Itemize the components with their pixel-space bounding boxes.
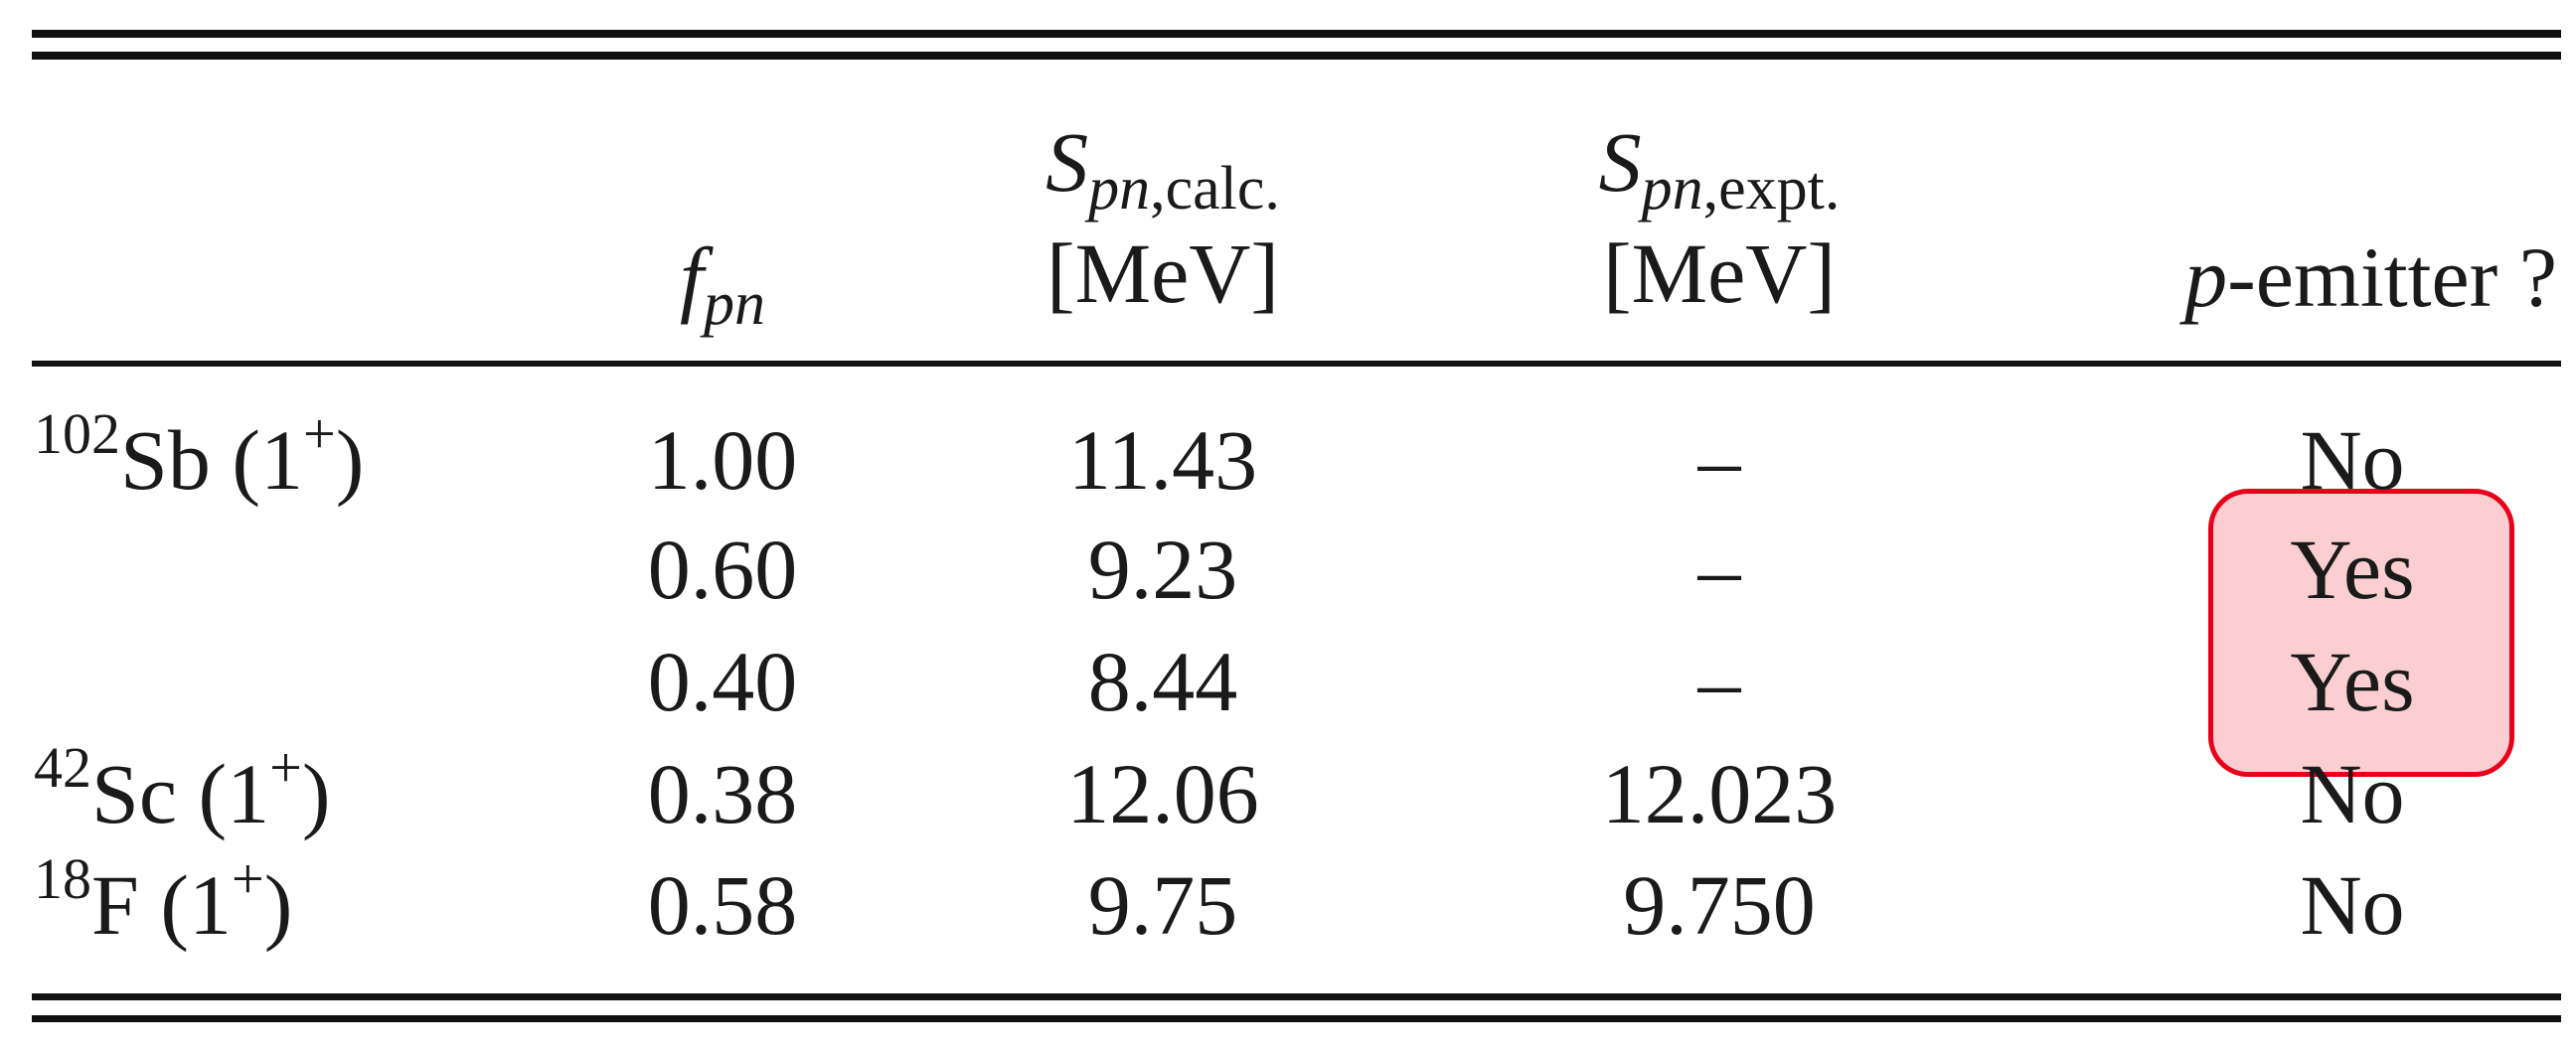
row-3-s-expt: – <box>1697 634 1741 729</box>
row-4-nucleus: 42Sc (1+) <box>34 735 331 841</box>
row-2-s-expt: – <box>1697 522 1741 617</box>
row-5-p-emitter: No <box>2300 857 2405 953</box>
row-2-p-emitter: Yes <box>2290 522 2415 617</box>
row-4-p-emitter: No <box>2300 746 2405 841</box>
header-s-calc-symbol: Spn,calc. <box>1046 114 1280 223</box>
header-rule <box>32 361 2561 367</box>
header-p-emitter: p-emitter ? <box>2184 229 2557 325</box>
row-5-fpn: 0.58 <box>647 857 798 953</box>
header-fpn: fpn <box>680 229 765 338</box>
row-4-fpn: 0.38 <box>647 746 798 841</box>
row-4-s-expt: 12.023 <box>1601 746 1838 841</box>
header-s-expt-symbol: Spn,expt. <box>1598 114 1841 223</box>
row-1-p-emitter: No <box>2300 412 2405 508</box>
row-3-p-emitter: Yes <box>2290 634 2415 729</box>
highlight-box <box>2208 489 2514 777</box>
top-rule-2 <box>32 52 2561 60</box>
bottom-rule-1 <box>32 993 2561 1000</box>
row-1-s-expt: – <box>1697 412 1741 508</box>
header-s-calc-unit: [MeV] <box>1046 226 1280 321</box>
row-5-s-calc: 9.75 <box>1087 857 1238 953</box>
bottom-rule-2 <box>32 1015 2561 1022</box>
header-s-expt-unit: [MeV] <box>1602 226 1837 321</box>
row-2-s-calc: 9.23 <box>1087 522 1238 617</box>
row-5-nucleus: 18F (1+) <box>34 846 293 953</box>
row-1-nucleus: 102Sb (1+) <box>34 401 365 508</box>
row-4-s-calc: 12.06 <box>1066 746 1259 841</box>
row-3-s-calc: 8.44 <box>1087 634 1238 729</box>
row-3-fpn: 0.40 <box>647 634 798 729</box>
row-1-fpn: 1.00 <box>647 412 798 508</box>
row-5-s-expt: 9.750 <box>1623 857 1816 953</box>
row-1-s-calc: 11.43 <box>1067 412 1258 508</box>
top-rule-1 <box>32 30 2561 38</box>
row-2-fpn: 0.60 <box>647 522 798 617</box>
